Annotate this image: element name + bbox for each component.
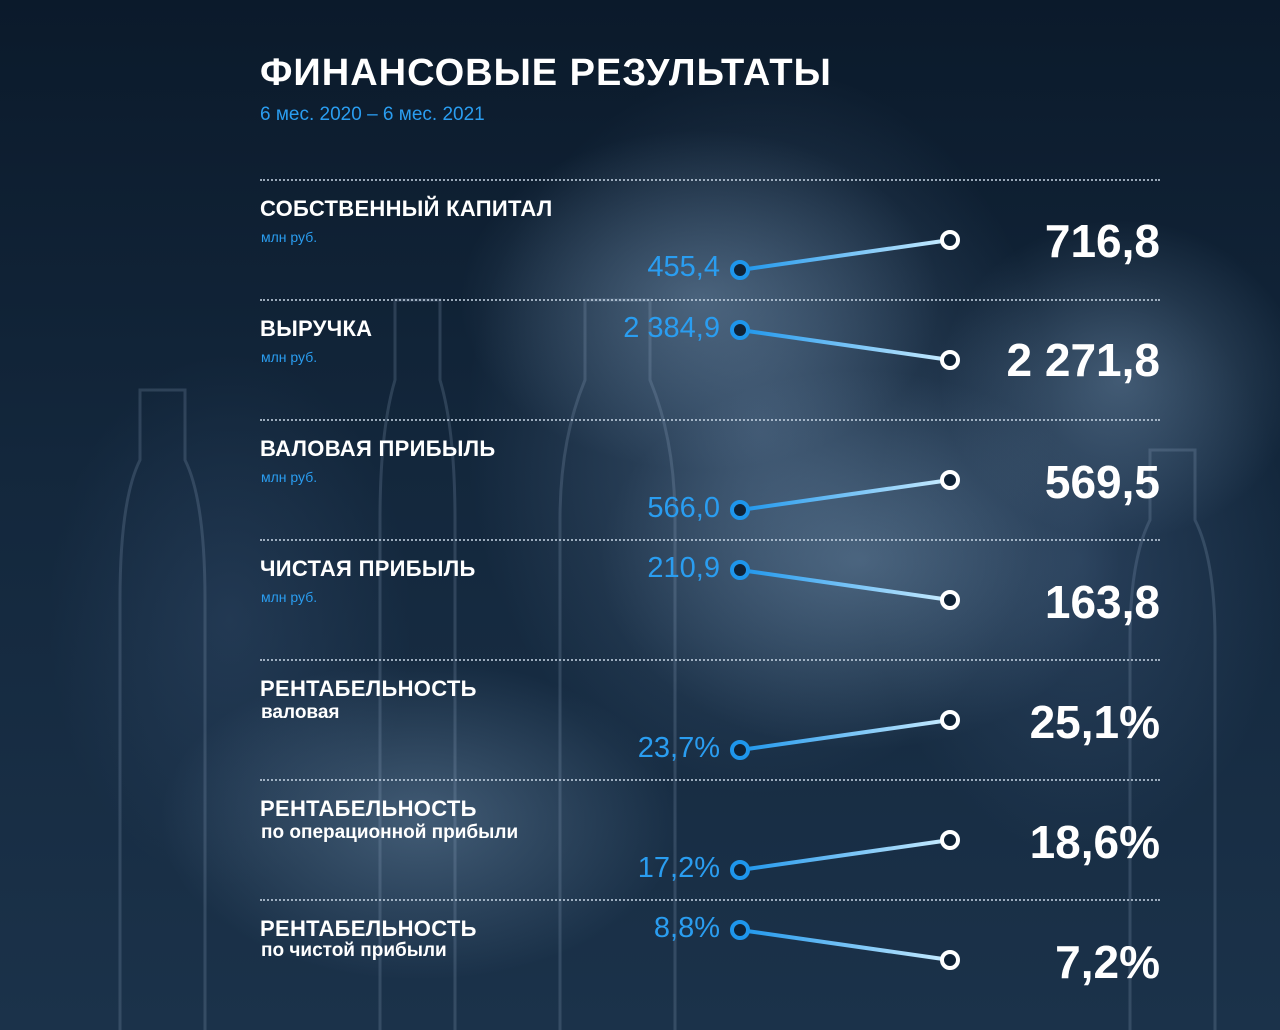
row-divider: [260, 299, 1160, 301]
slope-line: [739, 478, 951, 512]
point-2020: [730, 560, 750, 580]
row-divider: [260, 419, 1160, 421]
value-2021: 25,1%: [1029, 696, 1160, 748]
metric-label: РЕНТАБЕЛЬНОСТЬ: [260, 916, 477, 941]
metric-label: ВЫРУЧКА: [260, 316, 373, 341]
point-2021: [940, 710, 960, 730]
point-2020: [730, 740, 750, 760]
metric-label: РЕНТАБЕЛЬНОСТЬ: [260, 676, 477, 701]
point-2021: [940, 470, 960, 490]
value-2021: 2 271,8: [1006, 334, 1160, 386]
value-2020: 8,8%: [653, 912, 720, 944]
value-2021: 18,6%: [1029, 816, 1160, 868]
row-divider: [260, 179, 1160, 181]
point-2020: [730, 920, 750, 940]
value-2021: 569,5: [1044, 456, 1160, 508]
point-2020: [730, 500, 750, 520]
metric-unit: млн руб.: [261, 229, 318, 245]
slope-line: [739, 928, 951, 962]
value-2021: 163,8: [1044, 576, 1160, 628]
value-2021: 7,2%: [1055, 936, 1160, 988]
value-2021: 716,8: [1044, 215, 1160, 267]
row-divider: [260, 539, 1160, 541]
point-2021: [940, 830, 960, 850]
point-2020: [730, 260, 750, 280]
point-2021: [940, 590, 960, 610]
slope-line: [739, 238, 951, 272]
slope-line: [739, 718, 951, 752]
page-title: ФИНАНСОВЫЕ РЕЗУЛЬТАТЫ: [260, 52, 832, 94]
value-2020: 2 384,9: [623, 312, 720, 344]
value-2020: 566,0: [647, 492, 720, 524]
point-2021: [940, 230, 960, 250]
value-2020: 17,2%: [637, 852, 720, 884]
point-2020: [730, 320, 750, 340]
metric-label: ЧИСТАЯ ПРИБЫЛЬ: [260, 556, 476, 581]
metric-sublabel: по операционной прибыли: [261, 822, 519, 843]
metric-label: РЕНТАБЕЛЬНОСТЬ: [260, 796, 477, 821]
metric-sublabel: по чистой прибыли: [261, 940, 447, 961]
row-divider: [260, 779, 1160, 781]
point-2021: [940, 950, 960, 970]
metric-label: ВАЛОВАЯ ПРИБЫЛЬ: [260, 436, 496, 461]
point-2020: [730, 860, 750, 880]
point-2021: [940, 350, 960, 370]
value-2020: 23,7%: [637, 732, 720, 764]
slope-line: [739, 328, 951, 362]
metric-unit: млн руб.: [261, 469, 318, 485]
metric-unit: млн руб.: [261, 349, 318, 365]
value-2020: 455,4: [647, 251, 720, 283]
metric-unit: млн руб.: [261, 589, 318, 605]
slope-line: [739, 838, 951, 872]
value-2020: 210,9: [647, 552, 720, 584]
row-divider: [260, 659, 1160, 661]
metric-label: СОБСТВЕННЫЙ КАПИТАЛ: [260, 196, 553, 221]
slope-line: [739, 568, 951, 602]
metric-sublabel: валовая: [261, 702, 340, 723]
row-divider: [260, 899, 1160, 901]
page-subtitle: 6 мес. 2020 – 6 мес. 2021: [260, 104, 485, 125]
